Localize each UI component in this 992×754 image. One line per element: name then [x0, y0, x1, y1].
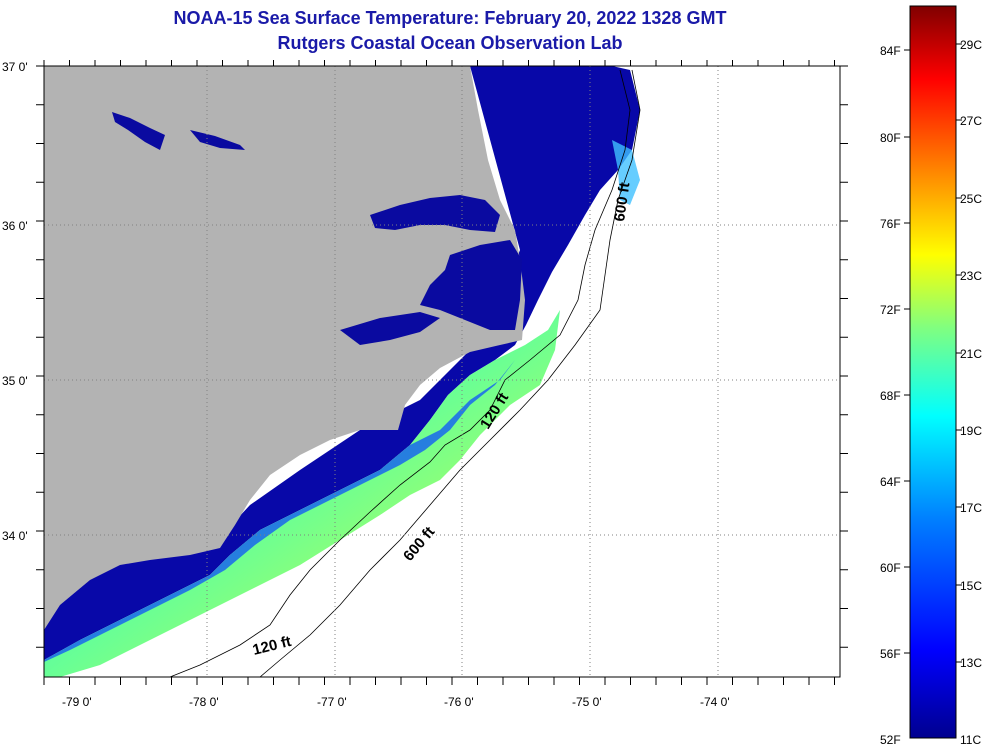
lon-label-76: -76 0' [444, 695, 474, 709]
colorbar-f-60: 60F [880, 561, 901, 575]
river-upstream [112, 112, 165, 150]
colorbar-f-56: 56F [880, 647, 901, 661]
colorbar-f-68: 68F [880, 389, 901, 403]
colorbar-c-27: 27C [960, 114, 982, 128]
map-subtitle: Rutgers Coastal Ocean Observation Lab [277, 33, 623, 53]
colorbar-c-29: 29C [960, 38, 982, 52]
colorbar [909, 5, 957, 739]
isobath-600ft [259, 69, 641, 677]
colorbar-c-13: 13C [960, 656, 982, 670]
neuse-river [340, 312, 440, 345]
axis-ticks [36, 60, 848, 685]
contour-label-600ft-north: 600 ft [611, 181, 633, 222]
colorbar-c-25: 25C [960, 192, 982, 206]
colorbar-f-52: 52F [880, 733, 901, 747]
colorbar-f-76: 76F [880, 217, 901, 231]
river-upstream-2 [190, 130, 245, 150]
warm-shelf-water [44, 310, 560, 677]
pamlico-sound [420, 240, 522, 330]
colorbar-f-72: 72F [880, 303, 901, 317]
colorbar-f-64: 64F [880, 475, 901, 489]
plot-border [43, 65, 841, 678]
colorbar-c-15: 15C [960, 579, 982, 593]
coastal-cold-water [44, 66, 640, 660]
lon-label-77: -77 0' [317, 695, 347, 709]
lat-label-37: 37 0' [2, 60, 28, 74]
lon-label-79: -79 0' [62, 695, 92, 709]
map-title: NOAA-15 Sea Surface Temperature: Februar… [173, 8, 727, 28]
lon-label-74: -74 0' [700, 695, 730, 709]
lat-label-36: 36 0' [2, 219, 28, 233]
colorbar-c-11: 11C [960, 733, 981, 747]
colorbar-f-84: 84F [880, 44, 901, 58]
colorbar-c-23: 23C [960, 269, 982, 283]
lon-label-75: -75 0' [572, 695, 602, 709]
lon-label-78: -78 0' [189, 695, 219, 709]
colorbar-ticks [904, 43, 962, 663]
isobath-120ft [169, 69, 631, 677]
lat-label-35: 35 0' [2, 374, 28, 388]
lat-label-34: 34 0' [2, 529, 28, 543]
colorbar-c-21: 21C [960, 347, 982, 361]
colorbar-c-17: 17C [960, 501, 982, 515]
albemarle-sound [370, 195, 500, 232]
colorbar-f-80: 80F [880, 131, 901, 145]
colorbar-c-19: 19C [960, 424, 982, 438]
graticule [44, 66, 840, 677]
